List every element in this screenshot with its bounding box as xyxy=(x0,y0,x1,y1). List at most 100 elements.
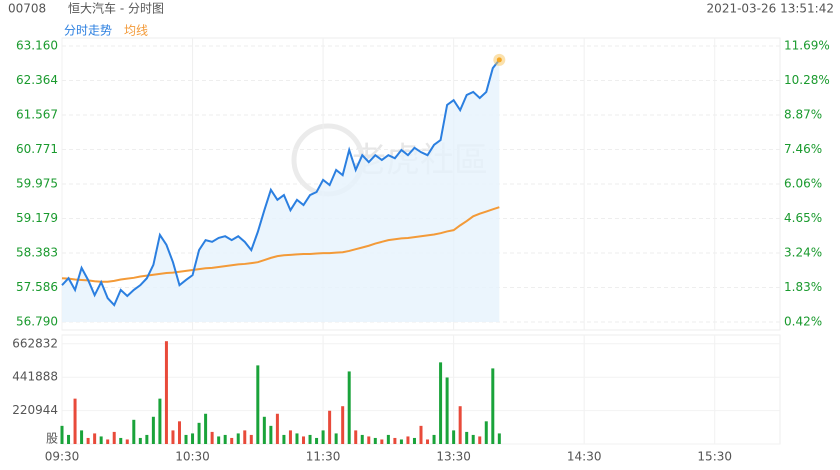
volume-bar xyxy=(132,419,136,444)
x-tick-label: 09:30 xyxy=(45,450,80,464)
volume-bar xyxy=(308,434,312,444)
legend-entry: 均线 xyxy=(124,24,148,38)
volume-bar xyxy=(354,430,358,444)
y-tick-label: 61.567 xyxy=(16,108,58,122)
volume-bar xyxy=(412,437,416,444)
volume-bar xyxy=(60,425,64,444)
volume-bar xyxy=(230,437,234,444)
volume-bar xyxy=(73,398,77,444)
volume-bar xyxy=(164,341,168,444)
y2-tick-label: 1.83% xyxy=(784,280,822,294)
volume-bar xyxy=(491,368,495,444)
y2-tick-label: 8.87% xyxy=(784,108,822,122)
volume-bar xyxy=(484,421,488,444)
volume-bar xyxy=(223,434,227,444)
y-tick-label: 56.790 xyxy=(16,315,58,329)
volume-bar xyxy=(315,437,319,444)
volume-bar xyxy=(217,436,221,444)
volume-bar xyxy=(158,398,162,444)
volume-bar xyxy=(334,433,338,444)
volume-bar xyxy=(288,430,292,444)
y-tick-label: 63.160 xyxy=(16,39,58,53)
volume-bar xyxy=(321,430,325,444)
y-tick-label: 441888 xyxy=(12,370,58,384)
y2-tick-label: 6.06% xyxy=(784,176,822,190)
volume-bar xyxy=(341,406,345,444)
x-tick-label: 15:30 xyxy=(697,450,732,464)
volume-bar xyxy=(236,433,240,444)
volume-bar xyxy=(478,436,482,444)
volume-bar xyxy=(439,362,443,444)
volume-bar xyxy=(171,430,175,444)
price-line xyxy=(61,59,501,307)
volume-bar xyxy=(184,434,188,444)
chart-title: 恒大汽车 - 分时图 xyxy=(68,1,164,16)
volume-bar xyxy=(419,425,423,444)
volume-bar xyxy=(86,437,90,444)
y2-tick-label: 3.24% xyxy=(784,245,822,259)
y-tick-label: 58.383 xyxy=(16,245,58,259)
volume-bar xyxy=(93,433,97,444)
volume-bar xyxy=(112,431,116,444)
volume-bar xyxy=(497,433,501,444)
volume-bar xyxy=(243,430,247,444)
price-area xyxy=(62,59,500,323)
volume-bar xyxy=(138,437,142,444)
stock-code: 00708 xyxy=(8,2,46,16)
y-tick-label: 59.975 xyxy=(16,177,58,191)
y2-tick-label: 7.46% xyxy=(784,142,822,156)
volume-bar xyxy=(393,437,397,444)
last-price-dot xyxy=(496,57,502,63)
x-tick-label: 13:30 xyxy=(436,450,471,464)
volume-bar xyxy=(367,436,371,444)
volume-bar xyxy=(145,434,149,444)
volume-bar xyxy=(262,416,266,444)
volume-bar xyxy=(256,365,260,444)
y-tick-label: 股 xyxy=(46,432,58,446)
y-tick-label: 62.364 xyxy=(16,73,58,87)
volume-bar xyxy=(471,434,475,444)
volume-bar xyxy=(328,410,332,444)
volume-bar xyxy=(249,434,253,444)
y-tick-label: 57.586 xyxy=(16,280,58,294)
y-tick-label: 60.771 xyxy=(16,142,58,156)
volume-bar xyxy=(177,421,181,444)
x-tick-label: 11:30 xyxy=(306,450,341,464)
volume-bar xyxy=(373,437,377,444)
volume-bar xyxy=(302,436,306,444)
volume-bar xyxy=(210,431,214,444)
volume-bar xyxy=(426,439,430,444)
volume-bar xyxy=(406,436,410,444)
volume-bar xyxy=(151,416,155,444)
y-tick-label: 220944 xyxy=(12,403,58,417)
price-line xyxy=(61,206,500,283)
volume-bar xyxy=(458,406,462,444)
legend-entry: 分时走势 xyxy=(64,24,112,38)
timestamp: 2021-03-26 13:51:42 xyxy=(707,2,834,16)
y2-tick-label: 4.65% xyxy=(784,211,822,225)
y2-tick-label: 0.42% xyxy=(784,315,822,329)
volume-bar xyxy=(380,439,384,444)
y-tick-label: 59.179 xyxy=(16,211,58,225)
volume-bar xyxy=(399,439,403,444)
volume-bar xyxy=(432,434,436,444)
x-tick-label: 10:30 xyxy=(175,450,210,464)
volume-bar xyxy=(99,436,103,444)
y2-tick-label: 11.69% xyxy=(784,39,830,53)
volume-bar xyxy=(269,425,273,444)
y-tick-label: 662832 xyxy=(12,336,58,350)
volume-bar xyxy=(106,439,110,444)
volume-bar xyxy=(360,434,364,444)
volume-bar xyxy=(282,434,286,444)
volume-bar xyxy=(197,422,201,444)
volume-bar xyxy=(347,371,351,444)
volume-bar xyxy=(452,430,456,444)
volume-bar xyxy=(204,413,208,444)
volume-bar xyxy=(275,413,279,444)
volume-bar xyxy=(125,439,129,444)
volume-bar xyxy=(445,377,449,444)
y2-tick-label: 10.28% xyxy=(784,73,830,87)
volume-bar xyxy=(80,430,84,444)
